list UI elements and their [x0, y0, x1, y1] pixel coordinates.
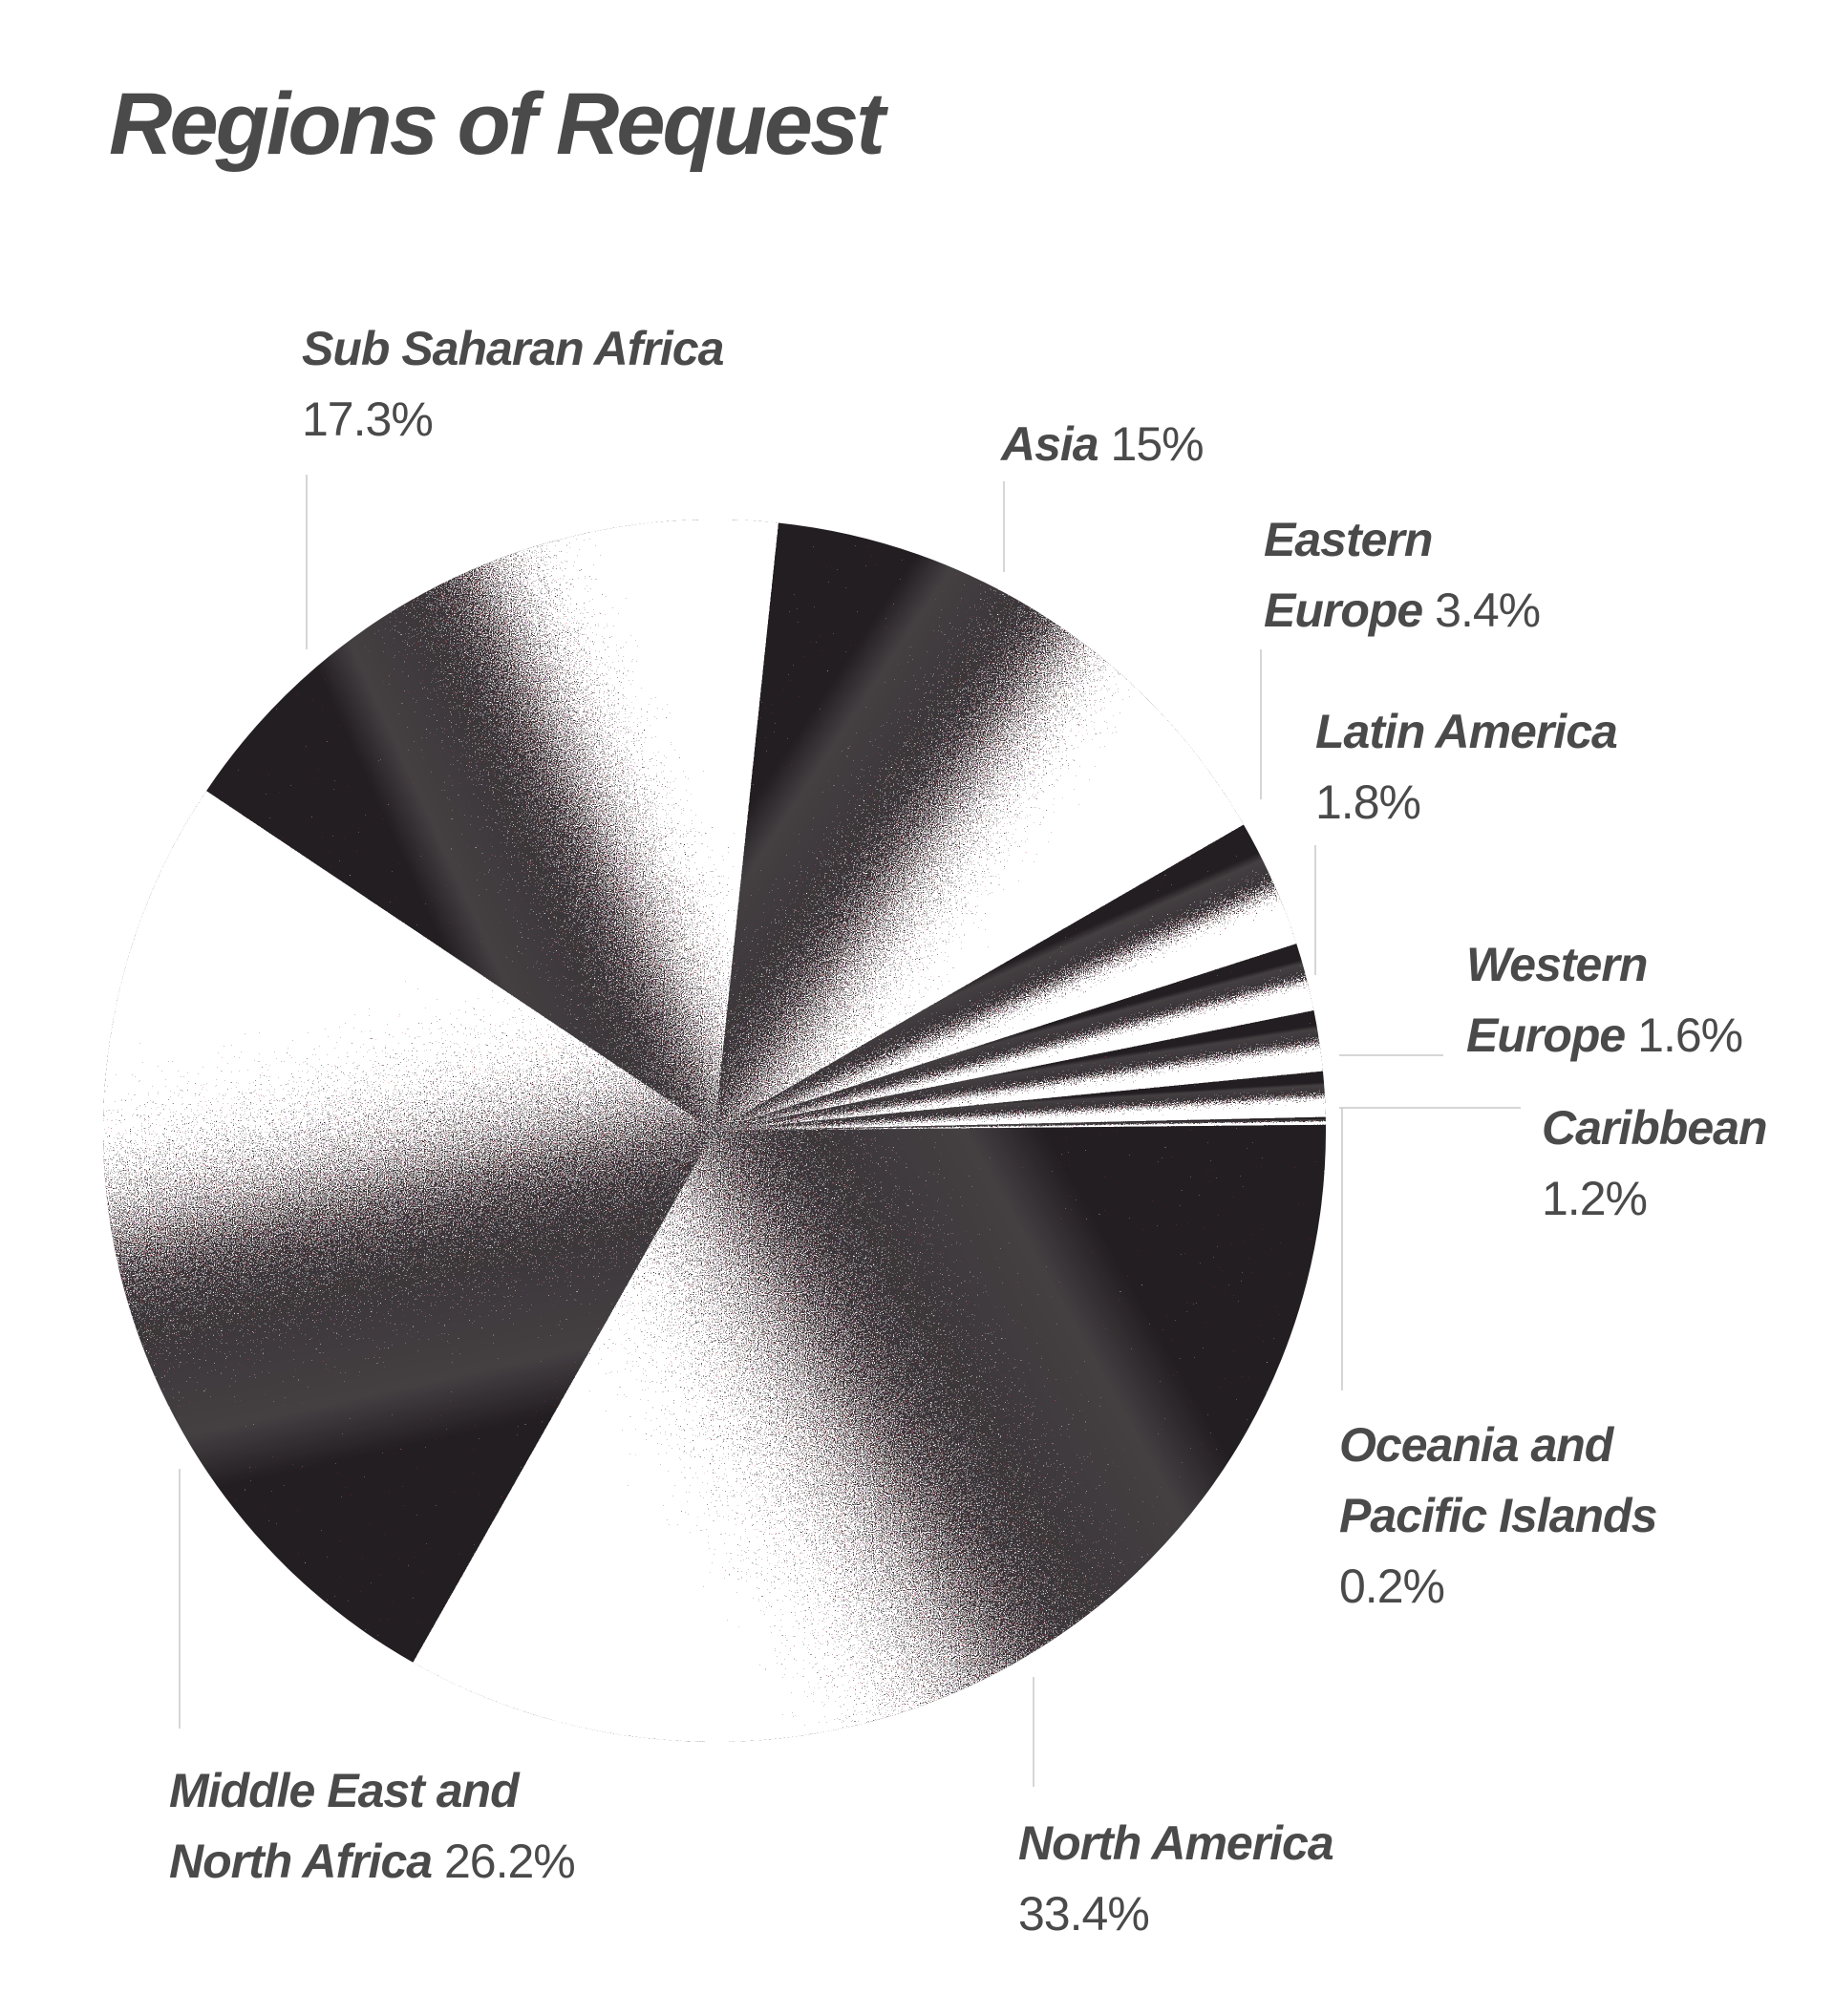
category-label: North America [1018, 1816, 1334, 1870]
pie-slice [413, 1124, 1327, 1743]
value-label: 1.2% [1542, 1172, 1648, 1225]
slice-label: Asia 15% [1001, 409, 1402, 479]
category-label: Middle East and North Africa [169, 1764, 520, 1888]
slice-label: North America 33.4% [1018, 1808, 1381, 1949]
chart-title: Regions of Request [109, 75, 885, 173]
value-label: 3.4% [1435, 584, 1541, 637]
slice-label: Sub Saharan Africa 17.3% [302, 313, 779, 455]
value-label: 1.8% [1315, 775, 1421, 829]
value-label: 26.2% [443, 1835, 576, 1888]
value-label: 0.2% [1339, 1560, 1445, 1613]
category-label: Asia [1001, 417, 1099, 471]
value-label: 15% [1110, 417, 1205, 471]
pie-slice [714, 522, 1244, 1131]
category-label: Sub Saharan Africa [302, 322, 724, 375]
leader-lines [179, 475, 1521, 1787]
pie [102, 520, 1327, 1743]
category-label: Caribbean [1542, 1101, 1768, 1155]
category-label: Western Europe [1466, 938, 1648, 1062]
pie-slice [206, 520, 778, 1131]
value-label: 17.3% [302, 393, 434, 446]
pie-slice [714, 824, 1297, 1131]
pie-slice [714, 1010, 1323, 1131]
category-label: Oceania and Pacific Islands [1339, 1418, 1657, 1542]
pie-slice [714, 1116, 1326, 1131]
pie-slice [714, 944, 1314, 1131]
slice-label: Latin America 1.8% [1315, 696, 1659, 838]
value-label: 1.6% [1637, 1008, 1743, 1062]
slice-label: Western Europe 1.6% [1466, 929, 1772, 1071]
pie-slice [714, 1071, 1326, 1131]
category-label: Latin America [1315, 705, 1618, 758]
pie-slice [102, 791, 715, 1663]
slice-label: Eastern Europe 3.4% [1264, 504, 1569, 646]
slice-label: Oceania and Pacific Islands 0.2% [1339, 1410, 1683, 1622]
slice-label: Caribbean 1.2% [1542, 1093, 1800, 1234]
value-label: 33.4% [1018, 1887, 1150, 1941]
slice-label: Middle East and North Africa 26.2% [169, 1755, 628, 1897]
category-label: Eastern Europe [1264, 513, 1433, 637]
